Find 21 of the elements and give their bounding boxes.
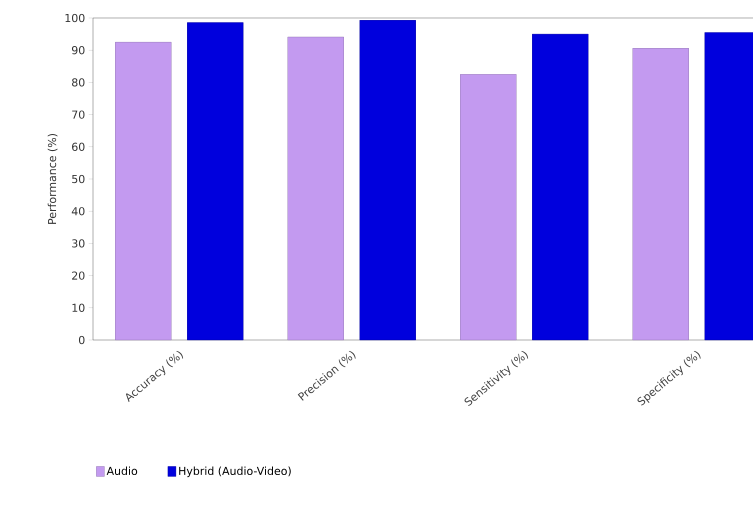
y-tick-label: 70 [72,110,84,119]
y-tick-label: 90 [72,46,84,54]
y-tick-label: 40 [72,207,84,216]
legend-label: Hybrid (Audio-Video) [179,466,291,478]
y-tick-label: 0 [78,336,84,344]
y-tick-label: 30 [72,239,84,248]
y-tick-label: 60 [72,142,84,151]
y-tick-label: 20 [72,271,84,280]
y-tick-label: 80 [72,78,84,87]
y-tick-label: 10 [72,304,84,312]
bar [288,36,344,340]
bar [460,74,516,340]
y-tick-label: 50 [72,174,84,184]
bar [187,22,244,340]
y-axis-title: Performance (%) [48,134,58,224]
bar [532,34,588,340]
legend-label: Audio [106,466,138,476]
bar [115,42,172,340]
bar [360,20,416,340]
bar [632,48,689,340]
y-tick-label: 100 [66,14,84,22]
